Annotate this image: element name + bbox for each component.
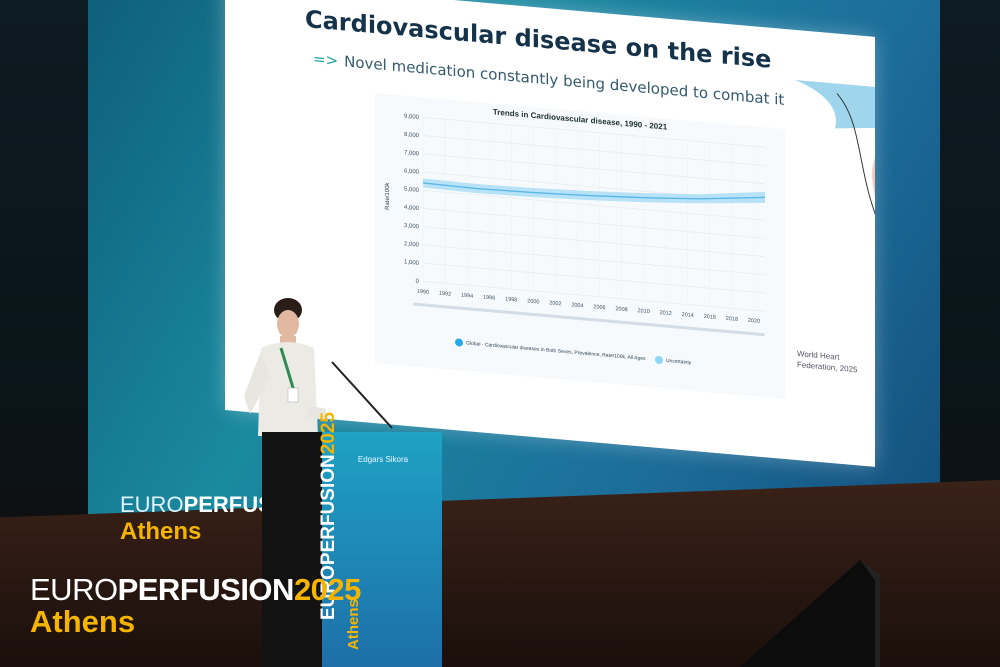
- y-tick-label: 0: [416, 279, 420, 285]
- brand-perfusion: PERFUSION: [117, 572, 295, 607]
- gridline: [423, 208, 765, 239]
- gridline: [423, 117, 765, 148]
- gridline: [423, 153, 765, 184]
- x-tick-label: 2000: [527, 298, 539, 305]
- y-tick-label: 3,000: [404, 223, 420, 230]
- line-chart: 0 1,000 2,000 3,000 4,000 5,000 6,000 7,000 8,00…: [385, 114, 766, 337]
- x-tick-label: 2020: [748, 318, 760, 325]
- y-tick-label: 6,000: [404, 168, 420, 175]
- podium-side: [262, 432, 324, 667]
- podium-front: [322, 432, 442, 667]
- x-tick-label: 2004: [571, 302, 583, 309]
- microphone-icon: [331, 361, 393, 429]
- gridline: [423, 281, 765, 312]
- y-tick-label: 9,000: [404, 114, 420, 121]
- x-tick-label: 1998: [505, 297, 517, 304]
- gridline: [423, 226, 765, 257]
- x-tick-label: 2018: [726, 316, 738, 323]
- x-tick-label: 2006: [593, 304, 605, 311]
- legend-uncertainty-marker: [654, 355, 663, 365]
- chart-panel: Trends in Cardiovascular disease, 1990 -…: [375, 93, 785, 399]
- legend-uncertainty-label: Uncertainty: [665, 357, 692, 367]
- y-tick-label: 5,000: [404, 187, 420, 194]
- series-line-global: [422, 182, 766, 200]
- chart-range-slider: [413, 302, 765, 337]
- x-tick-label: 1996: [483, 295, 495, 302]
- x-tick-label: 2008: [615, 306, 627, 313]
- wall-logo-city: Athens: [120, 518, 202, 545]
- x-tick-label: 2014: [682, 312, 694, 319]
- subtitle-arrow: =>: [313, 49, 339, 70]
- gridline: [423, 244, 765, 276]
- y-tick-label: 7,000: [404, 150, 420, 157]
- stage-monitor: [740, 560, 880, 667]
- slide-decoration-icon: [795, 79, 875, 248]
- x-tick-label: 2012: [660, 310, 672, 317]
- y-axis-label: Rate/100k: [385, 181, 391, 210]
- y-tick-label: 1,000: [404, 259, 420, 266]
- x-tick-label: 2002: [549, 300, 561, 307]
- x-tick-label: 1992: [439, 291, 451, 298]
- uncertainty-band: [423, 178, 765, 204]
- gridline: [423, 189, 765, 221]
- x-tick-label: 2010: [638, 308, 650, 315]
- legend-global-marker: [455, 338, 463, 347]
- presentation-slide: Cardiovascular disease on the rise => Nov…: [225, 0, 875, 467]
- brand-city: Athens: [30, 604, 136, 639]
- slide-source: World Heart Federation, 2025: [797, 348, 867, 376]
- x-tick-label: 1990: [417, 289, 429, 296]
- podium-speaker-name: Edgars Sikora: [357, 455, 409, 464]
- podium-logo-year: 2025: [318, 411, 339, 455]
- x-tick-label: 1994: [461, 293, 473, 300]
- gridline: [423, 262, 765, 294]
- y-tick-label: 2,000: [404, 241, 420, 248]
- y-tick-label: 8,000: [404, 132, 420, 139]
- brand-euro: EURO: [30, 572, 118, 607]
- wall-logo-euro: EURO: [120, 492, 184, 517]
- x-tick-label: 2016: [704, 314, 716, 321]
- gridline: [423, 135, 765, 166]
- brand-year: 2025: [293, 572, 361, 607]
- brand-logo: EUROPERFUSION2025: [30, 572, 361, 608]
- y-tick-label: 4,000: [404, 205, 420, 212]
